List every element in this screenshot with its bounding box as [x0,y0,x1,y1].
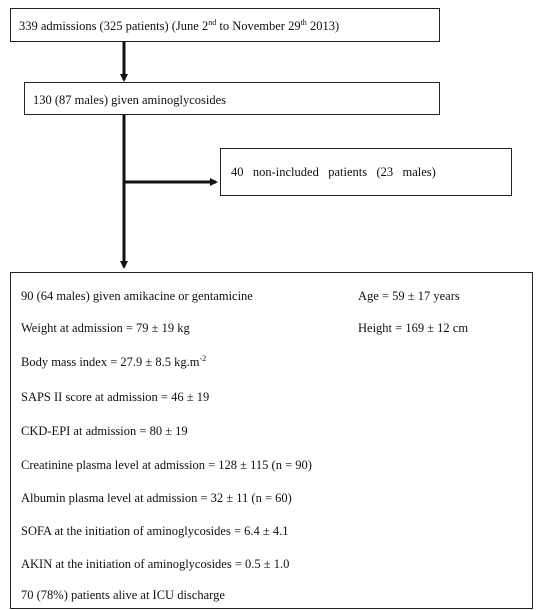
aminoglycosides-text: 130 (87 males) given aminoglycosides [33,93,227,107]
sofa-value: SOFA at the initiation of aminoglycoside… [21,524,289,538]
included-count: 90 (64 males) given amikacine or gentami… [21,289,253,303]
creatinine-value: Creatinine plasma level at admission = 1… [21,458,312,472]
albumin-value: Albumin plasma level at admission = 32 ±… [21,491,292,505]
akin-value: AKIN at the initiation of aminoglycoside… [21,557,290,571]
bmi-value: Body mass index = 27.9 ± 8.5 kg.m-2 [21,353,207,369]
saps-value: SAPS II score at admission = 46 ± 19 [21,390,210,404]
alive-discharge-value: 70 (78%) patients alive at ICU discharge [21,588,225,602]
non-included-box: 40 non-included patients (23 males) [220,148,512,196]
height-value: Height = 169 ± 12 cm [358,321,469,335]
age-value: Age = 59 ± 17 years [358,289,460,303]
ckd-epi-value: CKD-EPI at admission = 80 ± 19 [21,424,188,438]
admissions-text: 339 admissions (325 patients) (June 2nd … [19,17,340,33]
non-included-text: 40 non-included patients (23 males) [231,165,436,179]
aminoglycosides-box: 130 (87 males) given aminoglycosides [24,82,440,115]
weight-value: Weight at admission = 79 ± 19 kg [21,321,190,335]
admissions-box: 339 admissions (325 patients) (June 2nd … [10,8,440,42]
included-patients-box: 90 (64 males) given amikacine or gentami… [10,272,533,609]
